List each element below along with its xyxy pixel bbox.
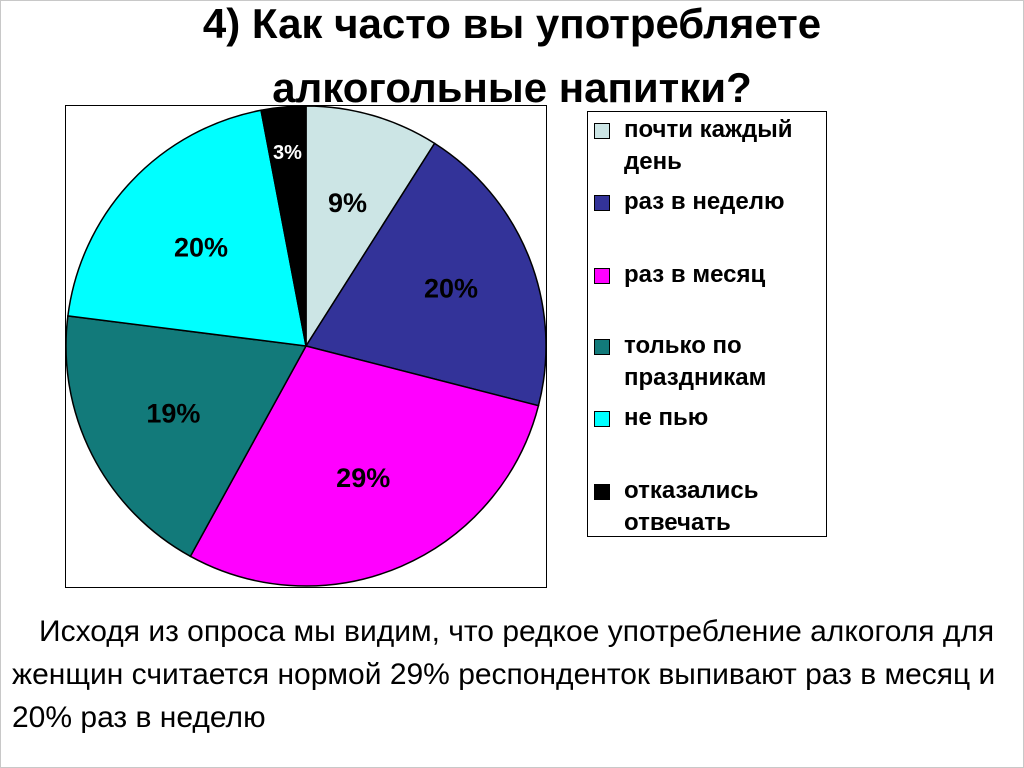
legend-label: не пью	[624, 404, 709, 431]
pie-data-label: 20%	[174, 232, 228, 262]
legend-label: отказались отвечать	[624, 477, 759, 536]
pie-data-label: 29%	[336, 463, 390, 493]
pie-data-label: 19%	[146, 399, 200, 429]
pie-slice	[66, 315, 308, 558]
legend-swatch	[594, 411, 610, 427]
legend-label: только по праздникам	[624, 332, 767, 391]
legend-swatch	[594, 123, 610, 139]
legend-swatch	[594, 195, 610, 211]
chart-legend: почти каждый день раз в неделю раз в мес…	[587, 111, 827, 537]
legend-swatch	[594, 268, 610, 284]
pie-slice	[305, 106, 436, 349]
pie-data-label: 20%	[424, 274, 478, 304]
pie-slice	[260, 106, 307, 347]
pie-chart: 9% 20% 29% 19% 20% 3%	[66, 106, 546, 587]
legend-label: почти каждый день	[624, 116, 793, 175]
pie-slice	[67, 109, 307, 347]
pie-data-label: 9%	[328, 188, 367, 218]
plot-area: 9% 20% 29% 19% 20% 3%	[65, 105, 547, 588]
legend-label: раз в месяц	[624, 261, 766, 288]
legend-label: раз в неделю	[624, 188, 785, 215]
title-line-1: 4) Как часто вы употребляете	[202, 0, 822, 47]
pie-slice	[304, 142, 546, 407]
legend-swatch	[594, 339, 610, 355]
conclusion-text: Исходя из опроса мы видим, что редкое уп…	[12, 615, 996, 734]
pie-slice	[189, 345, 540, 587]
title-line-2: алкогольные напитки?	[272, 64, 752, 111]
legend-swatch	[594, 484, 610, 500]
pie-data-label: 3%	[273, 142, 302, 164]
